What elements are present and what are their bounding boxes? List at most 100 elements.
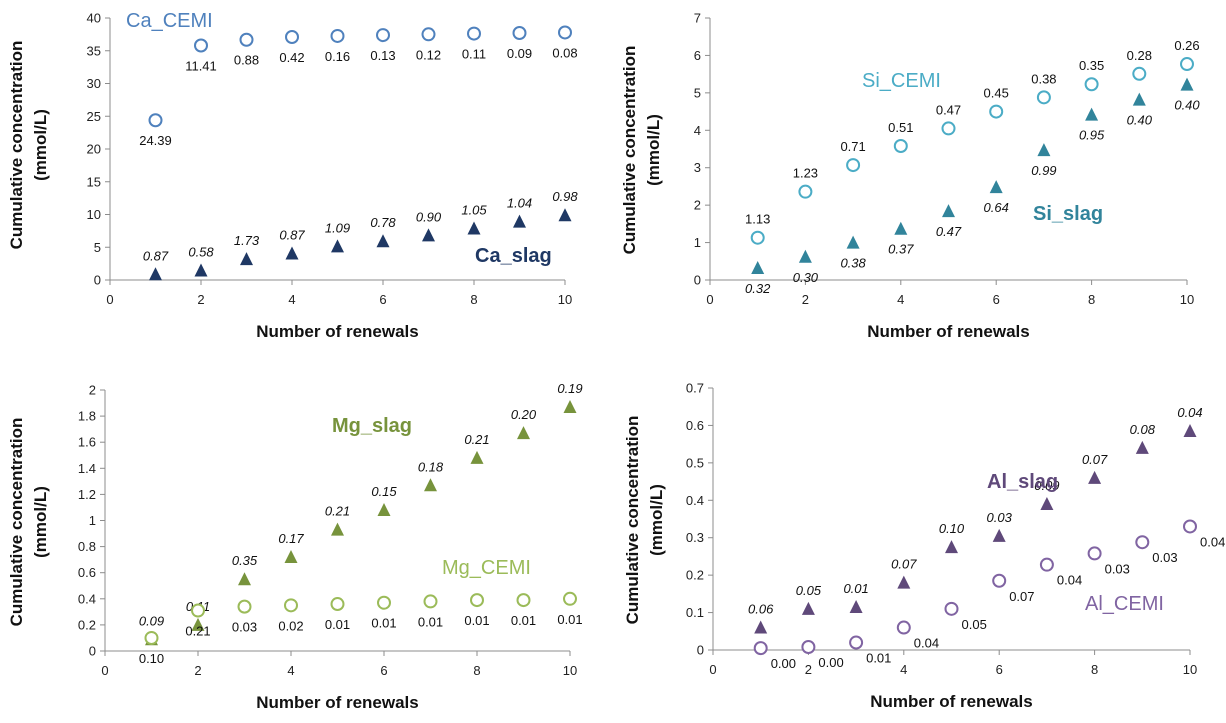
x-tick-label: 10 (1183, 662, 1197, 677)
x-axis-label: Number of renewals (256, 322, 419, 341)
point-Al_slag (992, 528, 1006, 542)
point-Al_CEMI (849, 635, 864, 650)
y-tick-label: 5 (94, 240, 101, 255)
y-tick-label: 1 (89, 513, 96, 528)
x-axis-label: Number of renewals (867, 322, 1030, 341)
x-tick-label: 0 (706, 292, 713, 307)
data-label-Mg_slag: 0.21 (325, 504, 350, 519)
x-tick-label: 6 (379, 292, 386, 307)
data-label-Si_CEMI: 0.45 (984, 86, 1009, 101)
y-tick-label: 40 (87, 11, 101, 26)
x-tick-label: 2 (194, 663, 201, 678)
panel-ca: 0 5 10 15 20 25 30 35 40 0 2 4 6 8 10 Number of renewal… (7, 10, 578, 341)
point-Ca_CEMI (512, 25, 527, 40)
series-label-Al_slag: Al_slag (987, 471, 1058, 493)
data-label-Al_slag: 0.07 (1082, 452, 1108, 467)
data-label-Si_CEMI: 0.38 (1031, 71, 1056, 86)
y-tick-label: 0 (89, 644, 96, 659)
data-label-Mg_slag: 0.09 (139, 613, 164, 628)
x-tick-label: 10 (563, 663, 577, 678)
x-tick-label: 8 (473, 663, 480, 678)
data-label-Ca_slag: 0.98 (552, 189, 578, 204)
point-Al_slag (1135, 440, 1149, 454)
point-Ca_slag (467, 221, 481, 235)
panel-si: 0 1 2 3 4 5 6 7 0 2 4 6 8 10 Number of renewals Cumulat… (620, 11, 1200, 342)
point-Mg_CEMI (237, 599, 252, 614)
point-Si_slag (846, 235, 860, 249)
data-label-Si_slag: 0.40 (1127, 113, 1153, 128)
data-label-Si_CEMI: 0.51 (888, 120, 913, 135)
y-tick-label: 0 (697, 643, 704, 658)
point-Si_slag (1037, 143, 1051, 157)
point-Ca_CEMI (285, 29, 299, 44)
point-Si_slag (1085, 107, 1099, 121)
point-Ca_CEMI (421, 27, 436, 42)
point-Mg_slag (563, 399, 577, 413)
x-tick-label: 0 (709, 662, 716, 677)
y-axis-label: Cumulative concentration (623, 416, 642, 625)
point-Si_CEMI (1084, 77, 1099, 92)
data-label-Ca_slag: 1.73 (234, 233, 260, 248)
y-axis-label: Cumulative concentration (620, 46, 639, 255)
data-label-Mg_slag: 0.35 (232, 553, 258, 568)
x-tick-label: 4 (897, 292, 904, 307)
data-label-Ca_slag: 0.90 (416, 209, 442, 224)
data-label-Al_CEMI: 0.07 (1009, 589, 1034, 604)
data-label-Ca_slag: 0.58 (188, 245, 214, 260)
point-Ca_CEMI (330, 28, 345, 43)
data-label-Al_slag: 0.04 (1177, 405, 1202, 420)
series-label-Si_slag: Si_slag (1033, 203, 1103, 225)
data-label-Al_CEMI: 0.03 (1105, 561, 1130, 576)
data-label-Ca_CEMI: 0.88 (234, 53, 259, 68)
point-Mg_slag (377, 503, 391, 517)
point-Al_CEMI (896, 620, 911, 635)
point-Si_slag (1132, 92, 1146, 106)
data-label-Si_slag: 0.38 (840, 256, 866, 271)
data-label-Ca_slag: 0.78 (370, 215, 396, 230)
data-label-Ca_CEMI: 24.39 (139, 133, 172, 148)
data-label-Ca_CEMI: 11.41 (185, 59, 217, 74)
data-label-Mg_slag: 0.17 (278, 531, 304, 546)
x-tick-label: 8 (1088, 292, 1095, 307)
series-label-Ca_CEMI: Ca_CEMI (126, 10, 213, 32)
y-tick-label: 30 (87, 76, 101, 91)
y-tick-label: 35 (87, 43, 101, 58)
data-label-Al_slag: 0.01 (843, 581, 868, 596)
point-Mg_CEMI (191, 603, 205, 618)
data-label-Al_slag: 0.06 (748, 602, 774, 617)
x-tick-label: 8 (1091, 662, 1098, 677)
y-tick-label: 0 (694, 273, 701, 288)
y-tick-label: 0.5 (686, 455, 704, 470)
data-label-Al_slag: 0.08 (1130, 422, 1156, 437)
point-Ca_slag (422, 228, 435, 242)
x-axis-label: Number of renewals (256, 693, 419, 712)
y-axis-label: Cumulative concentration (7, 418, 26, 627)
data-label-Mg_CEMI: 0.01 (325, 617, 350, 632)
data-label-Mg_slag: 0.20 (511, 407, 537, 422)
point-Mg_slag (284, 550, 298, 564)
x-tick-label: 0 (101, 663, 108, 678)
point-Al_CEMI (753, 641, 768, 656)
data-label-Al_slag: 0.09 (1034, 478, 1059, 493)
data-label-Mg_CEMI: 0.01 (418, 614, 443, 629)
point-Si_CEMI (1180, 57, 1194, 72)
data-label-Si_slag: 0.47 (936, 224, 962, 239)
data-label-Si_CEMI: 0.71 (840, 139, 865, 154)
point-Ca_slag (331, 239, 344, 253)
data-label-Al_slag: 0.05 (796, 583, 822, 598)
y-tick-label: 0 (94, 273, 101, 288)
point-Si_CEMI (846, 158, 861, 173)
x-tick-label: 10 (558, 292, 572, 307)
point-Si_slag (942, 204, 955, 218)
panel-mg: 0 0.2 0.4 0.6 0.8 1 1.2 1.4 1.6 1.8 2 0 2 4 6 8 10 Number… (7, 381, 583, 712)
point-Ca_slag (376, 234, 390, 248)
data-label-Si_slag: 0.64 (984, 200, 1009, 215)
point-Al_slag (801, 601, 815, 615)
series-label-Al_CEMI: Al_CEMI (1085, 593, 1164, 615)
point-Ca_slag (149, 267, 162, 281)
y-tick-label: 1.8 (78, 409, 96, 424)
data-label-Si_CEMI: 0.28 (1127, 48, 1152, 63)
panel-al: 0 0.1 0.2 0.3 0.4 0.5 0.6 0.7 0 2 4 6 8 10 Number of r… (623, 381, 1225, 712)
point-Mg_slag (517, 426, 530, 440)
